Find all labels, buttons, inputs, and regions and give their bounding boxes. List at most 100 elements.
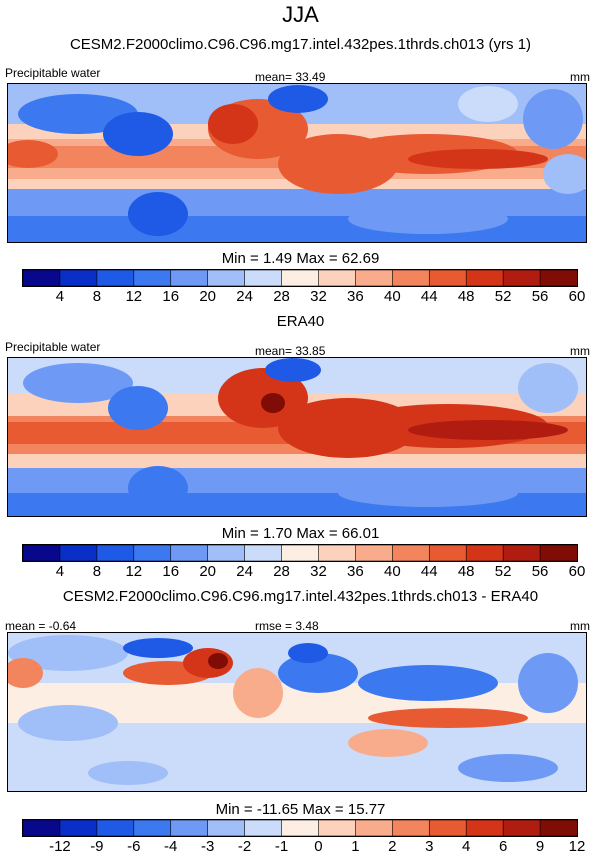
colorbar-tick-label: 28 bbox=[273, 563, 290, 580]
colorbar-tick-label: 40 bbox=[383, 288, 401, 305]
colorbar-tick-label: 12 bbox=[125, 288, 143, 305]
panel-1-units-label: mm bbox=[570, 70, 590, 84]
colorbar-swatch bbox=[96, 270, 135, 286]
colorbar-swatch bbox=[392, 545, 431, 561]
colorbar-tick-label: 12 bbox=[125, 563, 143, 580]
colorbar-tick-label: 2 bbox=[388, 838, 397, 855]
colorbar-tick-label: 56 bbox=[531, 563, 549, 580]
colorbar-swatch bbox=[428, 270, 467, 286]
colorbar-tick-label: 1 bbox=[351, 838, 360, 855]
panel-2-title: ERA40 bbox=[276, 313, 325, 330]
colorbar-tick-label: 32 bbox=[310, 563, 327, 580]
colorbar-swatch bbox=[244, 545, 283, 561]
colorbar-swatch bbox=[502, 545, 541, 561]
colorbar-swatch bbox=[355, 820, 394, 836]
colorbar-swatch bbox=[59, 820, 98, 836]
colorbar-tick-label: 36 bbox=[347, 563, 364, 580]
panel-1-colorbar bbox=[22, 269, 578, 287]
colorbar-tick-label: 4 bbox=[55, 563, 65, 580]
colorbar-swatch bbox=[539, 270, 577, 286]
colorbar-tick-label: 40 bbox=[383, 563, 401, 580]
colorbar-swatch bbox=[465, 545, 504, 561]
panel-1-mean-label: mean= 33.49 bbox=[255, 70, 326, 84]
colorbar-swatch bbox=[392, 270, 431, 286]
colorbar-tick-label: 24 bbox=[236, 288, 253, 305]
colorbar-svg bbox=[23, 270, 577, 286]
colorbar-swatch bbox=[23, 545, 61, 561]
colorbar-tick-label: -4 bbox=[164, 838, 178, 855]
panel-2-mean-label: mean= 33.85 bbox=[255, 344, 326, 358]
colorbar-tick-label: 6 bbox=[498, 838, 508, 855]
colorbar-swatch bbox=[244, 270, 283, 286]
colorbar-swatch bbox=[502, 820, 541, 836]
panel-3-title: CESM2.F2000climo.C96.C96.mg17.intel.432p… bbox=[62, 588, 539, 605]
colorbar-swatch bbox=[59, 270, 98, 286]
colorbar-tick-label: -1 bbox=[274, 838, 289, 855]
colorbar-tick-label: 32 bbox=[310, 288, 327, 305]
colorbar-tick-label: 24 bbox=[236, 563, 253, 580]
colorbar-tick-label: 4 bbox=[55, 288, 65, 305]
colorbar-swatch bbox=[539, 545, 577, 561]
colorbar-svg bbox=[23, 545, 577, 561]
colorbar-swatch bbox=[96, 820, 135, 836]
colorbar-swatch bbox=[539, 820, 577, 836]
colorbar-svg bbox=[23, 820, 577, 836]
panel-1-map bbox=[7, 83, 587, 243]
panel-2-units-label: mm bbox=[570, 344, 590, 358]
colorbar-swatch bbox=[281, 545, 320, 561]
colorbar-tick-label: -3 bbox=[200, 838, 215, 855]
panel-2-colorbar bbox=[22, 544, 578, 562]
panel-3-map-svg bbox=[8, 633, 586, 791]
panel-1-map-svg bbox=[8, 84, 586, 242]
panel-2-min-max: Min = 1.70 Max = 66.01 bbox=[221, 525, 380, 542]
panel-2-map bbox=[7, 357, 587, 517]
colorbar-swatch bbox=[428, 820, 467, 836]
colorbar-tick-label: -6 bbox=[127, 838, 141, 855]
colorbar-tick-label: 52 bbox=[494, 563, 512, 580]
colorbar-swatch bbox=[59, 545, 98, 561]
colorbar-swatch bbox=[355, 545, 394, 561]
panel-2-map-svg bbox=[8, 358, 586, 516]
panel-3-units-label: mm bbox=[570, 619, 590, 633]
panel-3-mean-label: mean = -0.64 bbox=[5, 619, 77, 633]
panel-3-map bbox=[7, 632, 587, 792]
colorbar-tick-label: 9 bbox=[535, 838, 545, 855]
colorbar-swatch bbox=[207, 270, 246, 286]
figure-title: JJA bbox=[282, 2, 319, 27]
colorbar-tick-label: 60 bbox=[568, 563, 586, 580]
colorbar-swatch bbox=[133, 545, 172, 561]
colorbar-swatch bbox=[96, 545, 135, 561]
colorbar-swatch bbox=[244, 820, 283, 836]
colorbar-swatch bbox=[170, 820, 209, 836]
colorbar-swatch bbox=[207, 820, 246, 836]
colorbar-swatch bbox=[207, 545, 246, 561]
panel-1-min-max: Min = 1.49 Max = 62.69 bbox=[221, 250, 380, 267]
colorbar-tick-label: 44 bbox=[420, 563, 438, 580]
colorbar-tick-label: 20 bbox=[199, 288, 216, 305]
colorbar-tick-label: -12 bbox=[49, 838, 71, 855]
colorbar-tick-label: 8 bbox=[92, 288, 102, 305]
colorbar-tick-label: 0 bbox=[314, 838, 323, 855]
colorbar-swatch bbox=[23, 270, 61, 286]
colorbar-tick-label: -2 bbox=[237, 838, 252, 855]
colorbar-tick-label: 56 bbox=[531, 288, 549, 305]
colorbar-swatch bbox=[465, 270, 504, 286]
colorbar-swatch bbox=[133, 820, 172, 836]
colorbar-swatch bbox=[502, 270, 541, 286]
colorbar-tick-label: 28 bbox=[273, 288, 290, 305]
colorbar-swatch bbox=[428, 545, 467, 561]
colorbar-tick-label: 4 bbox=[462, 838, 471, 855]
panel-3-colorbar bbox=[22, 819, 578, 837]
colorbar-tick-label: 8 bbox=[92, 563, 102, 580]
panel-2-variable-label: Precipitable water bbox=[5, 340, 101, 354]
panel-3-min-max: Min = -11.65 Max = 15.77 bbox=[215, 801, 386, 818]
panel-1-variable-label: Precipitable water bbox=[5, 66, 101, 80]
colorbar-swatch bbox=[355, 270, 394, 286]
colorbar-tick-label: -9 bbox=[90, 838, 104, 855]
colorbar-tick-label: 20 bbox=[199, 563, 216, 580]
colorbar-swatch bbox=[281, 820, 320, 836]
colorbar-swatch bbox=[392, 820, 431, 836]
panel-1-title: CESM2.F2000climo.C96.C96.mg17.intel.432p… bbox=[69, 36, 532, 53]
colorbar-tick-label: 12 bbox=[568, 838, 586, 855]
colorbar-tick-label: 16 bbox=[162, 288, 180, 305]
